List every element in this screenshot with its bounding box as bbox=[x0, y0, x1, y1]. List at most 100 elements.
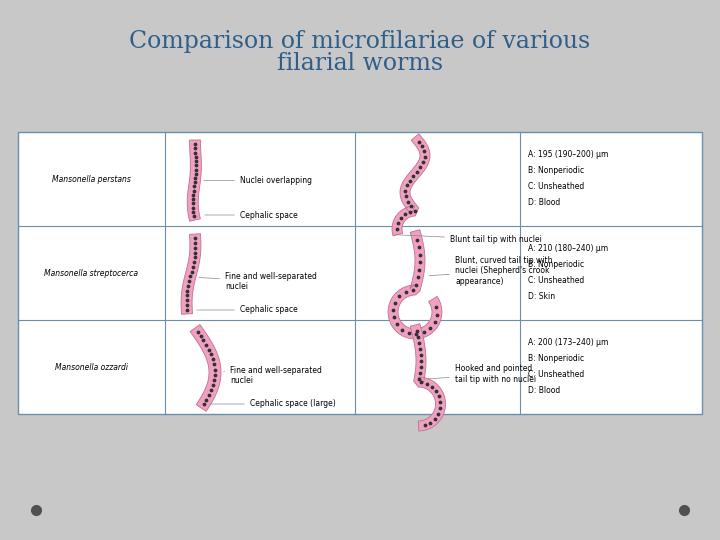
Text: filarial worms: filarial worms bbox=[277, 52, 443, 75]
Point bbox=[203, 345, 215, 354]
Point bbox=[195, 332, 207, 340]
Text: B: Nonperiodic: B: Nonperiodic bbox=[528, 166, 584, 175]
Point bbox=[198, 336, 210, 345]
Point bbox=[181, 291, 193, 300]
Text: Mansonella ozzardi: Mansonella ozzardi bbox=[55, 362, 128, 372]
Text: C: Unsheathed: C: Unsheathed bbox=[528, 370, 584, 379]
Point bbox=[409, 206, 420, 215]
Point bbox=[190, 157, 202, 165]
Point bbox=[190, 161, 202, 170]
Text: Fine and well-separated
nuclei: Fine and well-separated nuclei bbox=[224, 366, 322, 385]
Point bbox=[414, 258, 426, 266]
Point bbox=[415, 345, 426, 353]
Point bbox=[434, 404, 446, 413]
Point bbox=[404, 176, 415, 185]
Point bbox=[424, 323, 436, 332]
Point bbox=[200, 341, 212, 349]
Point bbox=[391, 320, 402, 329]
Point bbox=[184, 272, 196, 281]
Point bbox=[418, 147, 430, 156]
Point bbox=[405, 202, 417, 211]
Point bbox=[419, 153, 431, 161]
Text: B: Nonperiodic: B: Nonperiodic bbox=[528, 260, 584, 269]
Point bbox=[433, 409, 444, 418]
Text: C: Unsheathed: C: Unsheathed bbox=[528, 276, 584, 285]
Text: Cephalic space: Cephalic space bbox=[204, 211, 298, 219]
Point bbox=[418, 328, 430, 336]
Point bbox=[394, 292, 405, 301]
Text: A: 200 (173–240) μm: A: 200 (173–240) μm bbox=[528, 338, 608, 347]
Point bbox=[411, 327, 423, 335]
Point bbox=[190, 165, 202, 174]
Point bbox=[189, 234, 201, 242]
Polygon shape bbox=[392, 134, 430, 236]
Point bbox=[207, 381, 219, 390]
Point bbox=[189, 239, 201, 247]
Point bbox=[188, 258, 199, 267]
Point bbox=[192, 327, 203, 336]
Text: Blunt tail tip with nuclei: Blunt tail tip with nuclei bbox=[396, 235, 542, 244]
Point bbox=[209, 370, 220, 379]
Point bbox=[414, 266, 426, 274]
Point bbox=[416, 142, 428, 151]
Point bbox=[198, 400, 210, 409]
Point bbox=[390, 298, 401, 307]
Point bbox=[400, 186, 411, 195]
Text: Cephalic space: Cephalic space bbox=[197, 306, 298, 314]
Polygon shape bbox=[181, 234, 201, 314]
Point bbox=[408, 286, 419, 294]
Point bbox=[201, 395, 212, 404]
Point bbox=[189, 144, 201, 153]
Text: Blunt, curved tail tip with
nuclei (Shepherd's crook
appearance): Blunt, curved tail tip with nuclei (Shep… bbox=[429, 256, 552, 286]
Point bbox=[188, 186, 199, 195]
Point bbox=[413, 137, 425, 146]
Point bbox=[429, 414, 441, 423]
Point bbox=[415, 163, 426, 172]
Point bbox=[414, 250, 426, 259]
Point bbox=[413, 333, 424, 341]
Point bbox=[415, 362, 426, 371]
Point bbox=[431, 303, 442, 312]
Polygon shape bbox=[187, 140, 202, 221]
Point bbox=[189, 174, 201, 183]
Point bbox=[209, 376, 220, 384]
Point bbox=[411, 167, 423, 176]
Point bbox=[187, 199, 199, 208]
Point bbox=[187, 191, 199, 199]
Point bbox=[189, 140, 201, 149]
Point bbox=[190, 152, 202, 161]
Point bbox=[189, 212, 200, 220]
Point bbox=[187, 195, 199, 204]
Point bbox=[399, 210, 410, 219]
Point bbox=[187, 204, 199, 212]
Point bbox=[181, 301, 192, 309]
Point bbox=[392, 219, 404, 227]
Point bbox=[189, 244, 201, 252]
Point bbox=[189, 148, 201, 157]
Point bbox=[190, 170, 202, 178]
Point bbox=[435, 398, 446, 407]
Point bbox=[187, 262, 199, 271]
Point bbox=[415, 378, 427, 387]
Text: Comparison of microfilariae of various: Comparison of microfilariae of various bbox=[130, 30, 590, 53]
Point bbox=[188, 207, 199, 216]
Point bbox=[203, 391, 215, 400]
Text: A: 210 (180–240) μm: A: 210 (180–240) μm bbox=[528, 244, 608, 253]
Point bbox=[181, 306, 192, 314]
Point bbox=[182, 281, 194, 290]
Point bbox=[431, 310, 443, 319]
Text: Fine and well-separated
nuclei: Fine and well-separated nuclei bbox=[199, 272, 317, 291]
Point bbox=[189, 178, 200, 186]
Point bbox=[402, 197, 413, 206]
Point bbox=[415, 368, 426, 377]
Point bbox=[395, 214, 407, 222]
Point bbox=[189, 253, 200, 262]
Point bbox=[400, 288, 411, 296]
Point bbox=[418, 158, 429, 167]
Polygon shape bbox=[388, 230, 442, 339]
Text: Nuclei overlapping: Nuclei overlapping bbox=[204, 176, 312, 185]
Point bbox=[186, 267, 197, 276]
Text: D: Blood: D: Blood bbox=[528, 386, 560, 395]
Point bbox=[429, 318, 441, 326]
Point bbox=[411, 235, 423, 244]
